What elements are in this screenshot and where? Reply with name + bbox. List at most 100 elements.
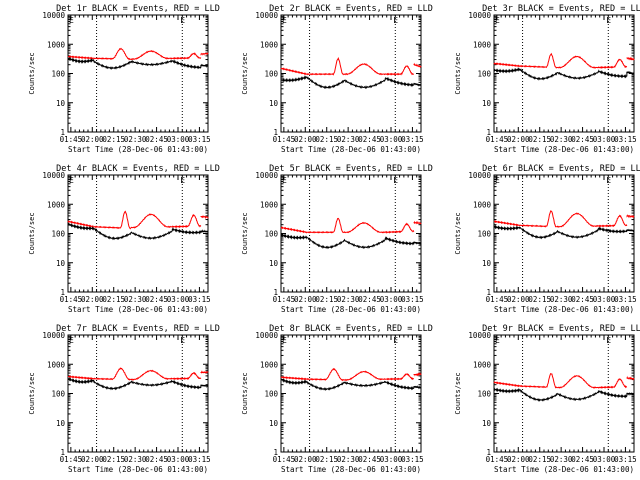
corner-mark: E <box>69 176 74 185</box>
x-tick-label: 01:45 <box>273 135 296 144</box>
x-tick-label: 02:00 <box>81 295 104 304</box>
x-tick-label: 03:15 <box>401 295 424 304</box>
x-tick-label: 02:00 <box>294 455 317 464</box>
x-tick-label: 01:45 <box>486 455 509 464</box>
lld-series-line <box>67 47 209 61</box>
y-tick-label: 10000 <box>255 171 278 180</box>
panel-title: Det 1r BLACK = Events, RED = LLD <box>56 4 220 14</box>
y-tick-label: 1000 <box>47 200 66 209</box>
x-tick-label: 02:45 <box>145 295 168 304</box>
y-axis-label: Counts/sec <box>28 372 36 414</box>
x-tick-label: 01:45 <box>60 455 83 464</box>
panel-det-6: Det 6r BLACK = Events, RED = LLD 1 10 100 10… <box>454 164 640 314</box>
y-axis-label: Counts/sec <box>454 52 462 94</box>
corner-mark: E <box>69 16 74 25</box>
events-series-line <box>280 378 422 392</box>
x-tick-label: 03:15 <box>614 135 637 144</box>
x-tick-label: 01:45 <box>273 295 296 304</box>
x-tick-label: 03:00 <box>593 295 616 304</box>
x-tick-label: 03:00 <box>167 455 190 464</box>
y-tick-label: 1000 <box>47 360 66 369</box>
x-tick-label: 02:45 <box>145 135 168 144</box>
events-series-line <box>280 75 422 90</box>
y-tick-label: 10 <box>482 419 492 428</box>
events-series-line <box>67 376 209 391</box>
y-tick-label: 1 <box>273 288 278 297</box>
panel-det-9: Det 9r BLACK = Events, RED = LLD 1 10 100 10… <box>454 324 640 474</box>
x-tick-label: 02:30 <box>124 135 147 144</box>
panel-det-7: Det 7r BLACK = Events, RED = LLD 1 10 100 10… <box>28 324 220 474</box>
y-tick-label: 1000 <box>260 360 279 369</box>
corner-mark: E <box>282 16 287 25</box>
lld-series-line <box>493 52 635 69</box>
y-tick-label: 1 <box>486 288 491 297</box>
x-tick-label: 02:15 <box>528 455 551 464</box>
x-tick-label: 01:45 <box>273 455 296 464</box>
y-tick-label: 10000 <box>42 331 65 340</box>
x-tick-label: 02:00 <box>294 135 317 144</box>
y-tick-label: 10 <box>482 99 492 108</box>
panel-det-5: Det 5r BLACK = Events, RED = LLD 1 10 100 10… <box>241 164 433 314</box>
lld-series-line <box>493 210 635 228</box>
panel-det-2: Det 2r BLACK = Events, RED = LLD 1 10 100 10… <box>241 4 433 154</box>
y-tick-label: 10 <box>269 99 279 108</box>
x-axis-label: Start Time (28-Dec-06 01:43:00) <box>494 305 634 314</box>
x-tick-label: 02:30 <box>550 455 573 464</box>
x-tick-label: 03:15 <box>188 135 211 144</box>
y-tick-label: 100 <box>477 230 491 239</box>
y-tick-label: 100 <box>264 390 278 399</box>
y-tick-label: 1 <box>273 448 278 457</box>
corner-mark: E <box>282 176 287 185</box>
panel-det-4: Det 4r BLACK = Events, RED = LLD 1 10 100 10… <box>28 164 220 314</box>
y-axis-label: Counts/sec <box>241 52 249 94</box>
y-tick-label: 10 <box>269 419 279 428</box>
x-tick-label: 02:00 <box>507 135 530 144</box>
panel-title: Det 7r BLACK = Events, RED = LLD <box>56 324 220 334</box>
x-tick-label: 03:00 <box>593 455 616 464</box>
x-axis-label: Start Time (28-Dec-06 01:43:00) <box>494 145 634 154</box>
x-axis-label: Start Time (28-Dec-06 01:43:00) <box>68 145 208 154</box>
x-tick-label: 02:45 <box>145 455 168 464</box>
x-tick-label: 02:30 <box>124 455 147 464</box>
x-axis-label: Start Time (28-Dec-06 01:43:00) <box>281 465 421 474</box>
y-tick-label: 10000 <box>255 331 278 340</box>
y-tick-label: 10 <box>56 419 66 428</box>
corner-mark: E <box>180 16 185 25</box>
y-axis-label: Counts/sec <box>28 52 36 94</box>
x-tick-label: 03:15 <box>401 455 424 464</box>
y-tick-label: 10000 <box>42 171 65 180</box>
x-tick-label: 02:45 <box>571 455 594 464</box>
x-tick-label: 03:00 <box>167 295 190 304</box>
panel-title: Det 2r BLACK = Events, RED = LLD <box>269 4 433 14</box>
lld-series-line <box>67 367 209 381</box>
y-tick-label: 10000 <box>42 11 65 20</box>
x-tick-label: 03:15 <box>614 295 637 304</box>
y-tick-label: 1 <box>60 448 65 457</box>
corner-mark: E <box>393 336 398 345</box>
y-tick-label: 1 <box>60 288 65 297</box>
x-tick-label: 02:45 <box>358 455 381 464</box>
panel-det-8: Det 8r BLACK = Events, RED = LLD 1 10 100 10… <box>241 324 433 474</box>
corner-mark: E <box>180 336 185 345</box>
x-axis-label: Start Time (28-Dec-06 01:43:00) <box>494 465 634 474</box>
y-tick-label: 10000 <box>468 11 491 20</box>
x-tick-label: 02:00 <box>81 455 104 464</box>
corner-mark: E <box>495 176 500 185</box>
x-axis-label: Start Time (28-Dec-06 01:43:00) <box>68 465 208 474</box>
x-tick-label: 02:00 <box>294 295 317 304</box>
x-tick-label: 02:45 <box>358 135 381 144</box>
y-tick-label: 100 <box>264 230 278 239</box>
x-tick-label: 02:45 <box>358 295 381 304</box>
events-series-line <box>493 67 635 81</box>
x-tick-label: 02:30 <box>550 135 573 144</box>
y-tick-label: 1000 <box>473 200 492 209</box>
x-tick-label: 02:45 <box>571 135 594 144</box>
corner-mark: E <box>495 336 500 345</box>
x-tick-label: 03:00 <box>593 135 616 144</box>
x-tick-label: 03:00 <box>167 135 190 144</box>
x-tick-label: 01:45 <box>60 295 83 304</box>
panel-title: Det 9r BLACK = Events, RED = LLD <box>482 324 640 334</box>
corner-mark: E <box>606 336 611 345</box>
x-tick-label: 02:45 <box>571 295 594 304</box>
